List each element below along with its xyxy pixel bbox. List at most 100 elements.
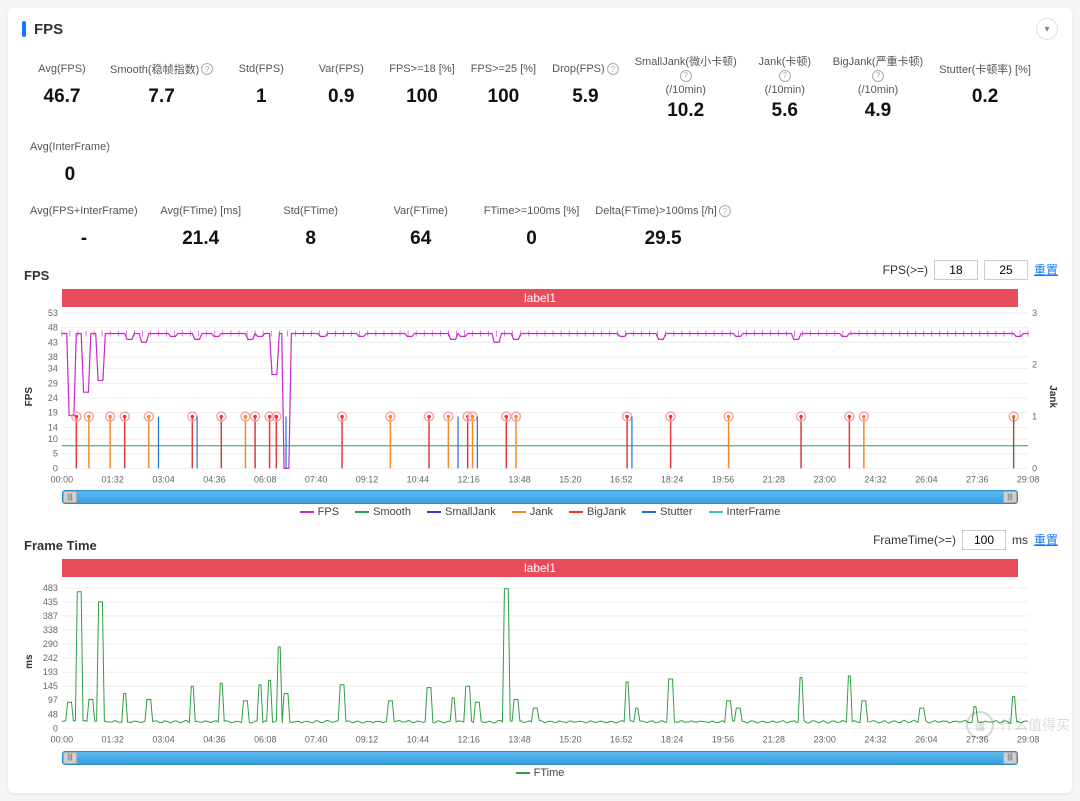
fps-threshold-input-1[interactable] bbox=[934, 260, 978, 280]
legend-label: Smooth bbox=[373, 506, 411, 518]
scroll-handle-left[interactable]: ||| bbox=[63, 491, 77, 503]
help-icon[interactable]: ? bbox=[680, 70, 692, 82]
stat-cell: Var(FTime)64 bbox=[366, 192, 476, 256]
stat-label: Avg(FPS) bbox=[30, 56, 94, 82]
legend-item[interactable]: Jank bbox=[512, 506, 553, 518]
legend-swatch bbox=[300, 511, 314, 513]
svg-text:16:52: 16:52 bbox=[610, 475, 632, 485]
legend-item[interactable]: BigJank bbox=[569, 506, 626, 518]
svg-text:38: 38 bbox=[48, 352, 58, 362]
help-icon[interactable]: ? bbox=[201, 63, 213, 75]
legend-label: FPS bbox=[318, 506, 339, 518]
scroll-handle-right[interactable]: ||| bbox=[1003, 491, 1017, 503]
svg-text:29:08: 29:08 bbox=[1017, 475, 1039, 485]
svg-text:14: 14 bbox=[48, 422, 58, 432]
legend-label: FTime bbox=[534, 767, 565, 779]
help-icon[interactable]: ? bbox=[779, 70, 791, 82]
legend-item[interactable]: SmallJank bbox=[427, 506, 496, 518]
stat-label: Std(FPS) bbox=[229, 56, 293, 82]
svg-text:23:00: 23:00 bbox=[813, 475, 835, 485]
stat-cell: Std(FPS) 1 bbox=[221, 50, 301, 128]
legend-item[interactable]: FTime bbox=[516, 767, 565, 779]
svg-text:3: 3 bbox=[1032, 308, 1037, 318]
stat-label: Delta(FTime)>100ms [/h]? bbox=[595, 198, 731, 224]
stat-value: 0.9 bbox=[309, 86, 373, 108]
svg-text:07:40: 07:40 bbox=[305, 735, 327, 745]
fps-threshold-label: FPS(>=) bbox=[883, 263, 928, 277]
scroll-handle-right[interactable]: ||| bbox=[1003, 752, 1017, 764]
svg-text:24: 24 bbox=[48, 393, 58, 403]
legend-label: Jank bbox=[530, 506, 553, 518]
stat-cell: FPS>=18 [%]100 bbox=[381, 50, 462, 128]
svg-text:1: 1 bbox=[1032, 412, 1037, 422]
panel-header: FPS ▾ bbox=[22, 18, 1058, 40]
svg-text:00:00: 00:00 bbox=[51, 735, 73, 745]
fps-label-bar: label1 bbox=[62, 289, 1018, 307]
ft-legend: FTime bbox=[22, 767, 1058, 779]
stat-cell: FTime>=100ms [%]0 bbox=[476, 192, 588, 256]
ft-reset-link[interactable]: 重置 bbox=[1034, 531, 1058, 548]
stat-value: 0 bbox=[30, 164, 110, 186]
fps-time-scrollbar[interactable]: ||| ||| bbox=[62, 490, 1018, 504]
legend-label: Stutter bbox=[660, 506, 692, 518]
svg-text:12:16: 12:16 bbox=[457, 735, 479, 745]
stat-label: FPS>=25 [%] bbox=[471, 56, 536, 82]
svg-text:04:36: 04:36 bbox=[203, 475, 225, 485]
stat-cell: Avg(FTime) [ms]21.4 bbox=[146, 192, 256, 256]
stat-value: 100 bbox=[471, 86, 536, 108]
svg-text:242: 242 bbox=[43, 653, 58, 663]
svg-text:ms: ms bbox=[24, 655, 35, 670]
fps-chart-controls: FPS(>=) 重置 bbox=[883, 260, 1058, 280]
svg-text:27:36: 27:36 bbox=[966, 475, 988, 485]
stat-value: 0.2 bbox=[939, 86, 1031, 108]
stat-value: - bbox=[30, 228, 138, 250]
stat-label: BigJank(严重卡顿)?(/10min) bbox=[833, 56, 923, 96]
stat-label: FPS>=18 [%] bbox=[389, 56, 454, 82]
ft-time-scrollbar[interactable]: ||| ||| bbox=[62, 751, 1018, 765]
legend-item[interactable]: InterFrame bbox=[709, 506, 781, 518]
svg-text:01:32: 01:32 bbox=[101, 475, 123, 485]
fps-threshold-input-2[interactable] bbox=[984, 260, 1028, 280]
svg-text:0: 0 bbox=[53, 724, 58, 734]
stat-label: Smooth(稳帧指数)? bbox=[110, 56, 213, 82]
stat-value: 1 bbox=[229, 86, 293, 108]
stat-cell: Avg(FPS)46.7 bbox=[22, 50, 102, 128]
svg-text:19:56: 19:56 bbox=[712, 475, 734, 485]
legend-item[interactable]: Stutter bbox=[642, 506, 692, 518]
chevron-down-icon: ▾ bbox=[1044, 24, 1049, 35]
panel-title-text: FPS bbox=[34, 21, 63, 38]
fps-panel: FPS ▾ Avg(FPS)46.7Smooth(稳帧指数)?7.7Std(FP… bbox=[8, 8, 1072, 793]
svg-text:FPS: FPS bbox=[24, 387, 35, 407]
fps-reset-link[interactable]: 重置 bbox=[1034, 261, 1058, 278]
ft-threshold-label: FrameTime(>=) bbox=[873, 533, 956, 547]
ft-unit-label: ms bbox=[1012, 533, 1028, 547]
svg-text:07:40: 07:40 bbox=[305, 475, 327, 485]
stat-cell: FPS>=25 [%] 100 bbox=[463, 50, 544, 128]
legend-item[interactable]: FPS bbox=[300, 506, 339, 518]
stat-label: Avg(InterFrame) bbox=[30, 134, 110, 160]
help-icon[interactable]: ? bbox=[872, 70, 884, 82]
svg-text:13:48: 13:48 bbox=[508, 475, 530, 485]
collapse-button[interactable]: ▾ bbox=[1036, 18, 1058, 40]
legend-swatch bbox=[709, 511, 723, 513]
svg-text:21:28: 21:28 bbox=[763, 735, 785, 745]
legend-item[interactable]: Smooth bbox=[355, 506, 411, 518]
scroll-handle-left[interactable]: ||| bbox=[63, 752, 77, 764]
stat-cell: Stutter(卡顿率) [%]0.2 bbox=[931, 50, 1039, 128]
svg-text:10:44: 10:44 bbox=[407, 475, 429, 485]
ft-threshold-input[interactable] bbox=[962, 530, 1006, 550]
svg-text:97: 97 bbox=[48, 696, 58, 706]
svg-text:04:36: 04:36 bbox=[203, 735, 225, 745]
svg-text:16:52: 16:52 bbox=[610, 735, 632, 745]
svg-text:24:32: 24:32 bbox=[864, 735, 886, 745]
svg-text:19: 19 bbox=[48, 408, 58, 418]
svg-text:21:28: 21:28 bbox=[763, 475, 785, 485]
svg-text:483: 483 bbox=[43, 583, 58, 593]
svg-text:145: 145 bbox=[43, 682, 58, 692]
stats-row-1: Avg(FPS)46.7Smooth(稳帧指数)?7.7Std(FPS)1Var… bbox=[22, 50, 1058, 192]
help-icon[interactable]: ? bbox=[719, 205, 731, 217]
svg-text:338: 338 bbox=[43, 626, 58, 636]
ft-chart-title: Frame Time bbox=[24, 538, 97, 553]
help-icon[interactable]: ? bbox=[607, 63, 619, 75]
svg-text:0: 0 bbox=[53, 464, 58, 474]
